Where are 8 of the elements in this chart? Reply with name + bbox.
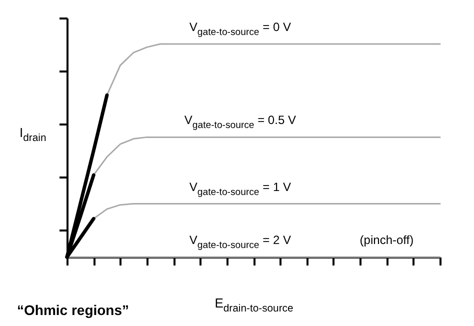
x-axis-title: E$_{drain-to-source}$ bbox=[214, 296, 294, 314]
text: “Ohmic regions” bbox=[17, 302, 130, 318]
y-axis-title: I$_{drain}$ bbox=[20, 125, 46, 144]
series-label: V$_{gate-to-source}$ = 0 V bbox=[189, 20, 291, 38]
series-label: V$_{gate-to-source}$ = 1 V bbox=[189, 180, 291, 198]
series-label: V$_{gate-to-source}$ = 0.5 V bbox=[184, 113, 296, 131]
series-label: V$_{gate-to-source}$ = 2 V bbox=[189, 233, 291, 250]
annotation: (pinch-off) bbox=[360, 233, 414, 247]
